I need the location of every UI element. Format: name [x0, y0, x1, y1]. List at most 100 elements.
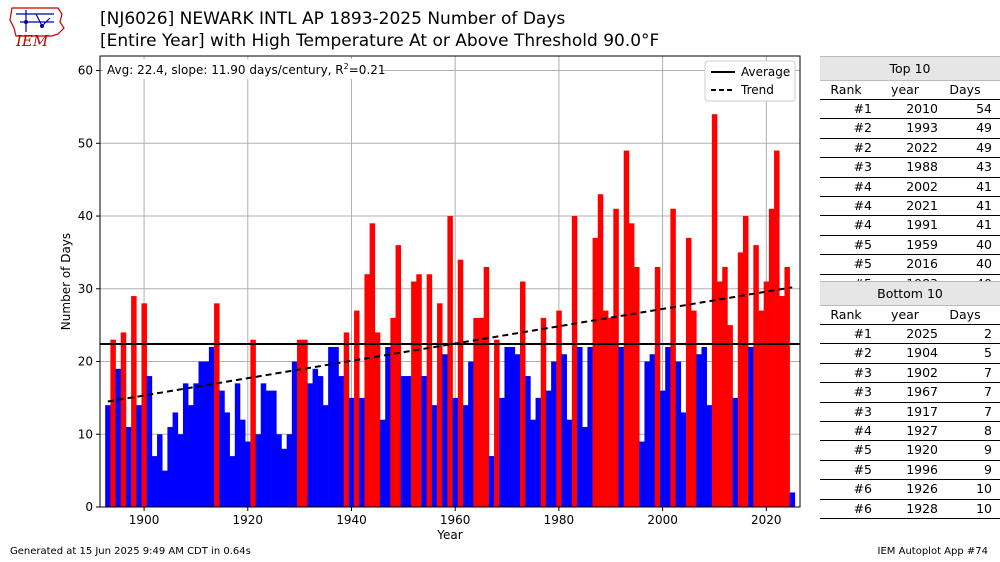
bar [328, 346, 334, 507]
bar [639, 441, 645, 507]
days-cell: 10 [976, 500, 992, 516]
trend-line [107, 286, 793, 403]
title-line-1: [NJ6026] NEWARK INTL AP 1893-2025 Number… [100, 9, 566, 29]
days-cell: 10 [976, 481, 992, 497]
table-row: #5 1920 9 [820, 441, 1000, 461]
bar [442, 354, 448, 507]
bar [582, 426, 588, 507]
year-cell: 2002 [906, 178, 938, 194]
bar [768, 208, 775, 508]
bar [447, 216, 453, 507]
bar [644, 361, 650, 507]
bar [120, 332, 127, 507]
bar [343, 332, 350, 507]
bar [525, 376, 531, 507]
y-tick-label: 50 [78, 136, 93, 150]
bar [162, 470, 168, 507]
bar [758, 310, 765, 507]
days-cell: 41 [976, 217, 992, 233]
bar [717, 281, 723, 507]
bar [628, 223, 635, 507]
bar [250, 339, 256, 507]
bar [634, 266, 640, 507]
col-year: year [891, 307, 919, 322]
bar [696, 354, 702, 507]
bar [452, 397, 459, 507]
bar [763, 281, 770, 507]
bar [338, 376, 345, 507]
y-tick-label: 20 [78, 355, 93, 369]
rank-cell: #4 [853, 197, 872, 213]
bar [701, 346, 707, 507]
year-cell: 2021 [906, 197, 938, 213]
rank-cell: #1 [853, 101, 872, 116]
bar [188, 405, 194, 507]
table-row: #2 1993 49 [820, 119, 1000, 139]
rank-cell: #3 [853, 159, 872, 175]
stats-text: Avg: 22.4, slope: 11.90 days/century, R2… [107, 62, 386, 77]
bar [172, 412, 179, 507]
bar [141, 303, 147, 507]
bar [281, 448, 287, 507]
bar [234, 383, 241, 507]
bar [219, 390, 225, 507]
bar [276, 434, 282, 507]
bar [380, 419, 386, 507]
chart-title: [NJ6026] NEWARK INTL AP 1893-2025 Number… [100, 8, 659, 52]
bar [312, 368, 319, 507]
bar [431, 405, 438, 507]
bar [499, 397, 505, 507]
bar [660, 390, 666, 507]
bar [587, 346, 593, 507]
days-cell: 40 [976, 236, 992, 252]
bar [359, 397, 365, 507]
bar [297, 339, 303, 507]
days-cell: 43 [976, 159, 992, 175]
days-cell: 5 [984, 345, 992, 361]
year-cell: 1996 [906, 461, 938, 477]
bottom10-table: Bottom 10 Rank year Days #1 2025 2 #2 1904 5 #… [820, 281, 1000, 519]
bar [597, 194, 604, 508]
year-cell: 1927 [906, 422, 938, 438]
y-tick-label: 0 [85, 500, 93, 514]
days-cell: 49 [976, 120, 992, 136]
bar-chart: 1900 1920 1940 1960 1980 2000 2020 0 10 20 30 40 50 6… [59, 55, 801, 542]
table-row: #2 2022 49 [820, 139, 1000, 159]
table-row: #5 1996 9 [820, 461, 1000, 481]
days-cell: 41 [976, 178, 992, 194]
bar [727, 325, 733, 507]
bar [540, 317, 547, 507]
bar [561, 354, 567, 507]
table-row: #4 2021 41 [820, 197, 1000, 217]
rank-cell: #4 [853, 178, 872, 194]
bar [685, 237, 692, 507]
bar [390, 317, 396, 507]
bar [789, 492, 796, 507]
bar [711, 114, 718, 508]
table-row: #1 2025 2 [820, 325, 1000, 345]
bar [426, 274, 433, 507]
bar [483, 266, 490, 507]
bar [457, 259, 464, 507]
bar [208, 346, 215, 507]
bar [416, 274, 422, 507]
bar [706, 405, 713, 507]
year-cell: 1902 [906, 364, 938, 380]
top10-table: Top 10 Rank year Days #1 2010 54 #2 1993 49 #2… [820, 56, 1000, 294]
table-row: #6 1926 10 [820, 480, 1000, 500]
y-tick-label: 60 [78, 64, 93, 78]
bar [551, 361, 557, 507]
days-cell: 54 [976, 101, 992, 116]
bar [333, 346, 339, 507]
table-row: #2 1904 5 [820, 344, 1000, 364]
year-cell: 1926 [906, 481, 938, 497]
legend-label: Average [741, 65, 790, 79]
year-cell: 2025 [906, 326, 938, 341]
bar [691, 310, 697, 507]
bar [473, 317, 479, 507]
year-cell: 1991 [906, 217, 938, 233]
bar [364, 274, 370, 507]
bar [198, 361, 205, 507]
bar [675, 361, 682, 507]
bar [437, 303, 443, 507]
